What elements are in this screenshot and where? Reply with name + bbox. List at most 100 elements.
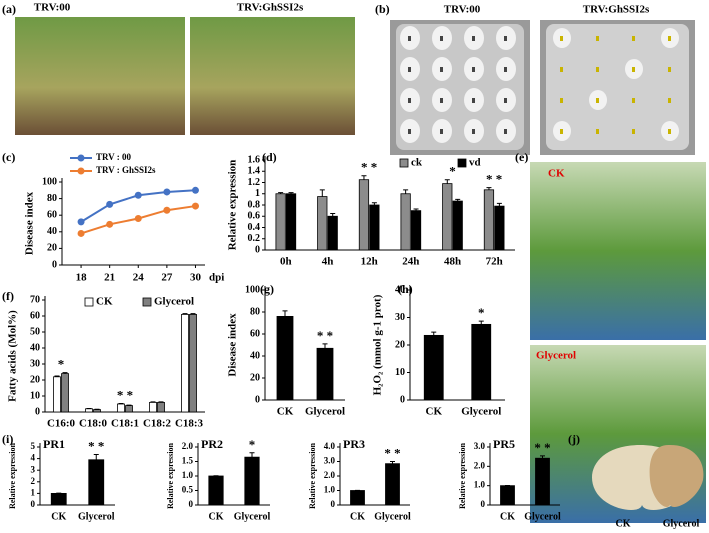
y-tick-label: 2 <box>31 476 36 486</box>
chip <box>560 129 563 134</box>
bar <box>208 475 224 506</box>
photo-label: CK <box>616 518 631 529</box>
chip <box>472 36 475 41</box>
x-axis-label: dpi <box>209 272 224 284</box>
marker <box>77 229 85 237</box>
x-tick-label: 24h <box>402 256 419 268</box>
legend-swatch <box>457 158 467 168</box>
significance: * * <box>88 439 104 454</box>
x-tick-label: Glycerol <box>78 511 115 522</box>
y-tick-label: 0 <box>481 499 486 509</box>
x-tick-label: 4h <box>322 256 334 268</box>
bar <box>117 403 125 413</box>
significance: * * <box>317 328 333 343</box>
significance: * * <box>486 172 502 187</box>
y-tick-label: 0.5 <box>182 485 194 495</box>
chip <box>504 36 507 41</box>
photo-label: TRV:GhSSI2s <box>237 2 304 14</box>
chip <box>668 67 671 72</box>
y-tick-label: 0 <box>52 259 57 270</box>
error-bar <box>361 175 367 180</box>
photo-label: TRV:GhSSI2s <box>583 4 650 16</box>
significance: * <box>449 164 456 179</box>
y-tick-label: 3.0 <box>324 456 336 466</box>
error-bar <box>431 331 437 336</box>
legend-label: TRV : 00 <box>96 152 132 162</box>
y-tick-label: 100 <box>245 284 260 295</box>
y-tick-label: 40 <box>250 350 260 361</box>
y-tick-label: 40 <box>395 284 405 295</box>
x-tick-label: 18 <box>76 272 88 284</box>
significance: * * <box>117 388 133 403</box>
x-tick-label: CK <box>277 406 294 418</box>
legend-label: vd <box>469 157 481 169</box>
y-axis-label: Relative expression <box>227 160 239 251</box>
legend-label: TRV : GhSSI2s <box>96 165 156 175</box>
photo-label: TRV:00 <box>444 4 481 16</box>
chip <box>668 36 671 41</box>
chip <box>440 129 443 134</box>
chip <box>440 67 443 72</box>
bar <box>442 183 453 251</box>
legend-label: ck <box>411 157 423 169</box>
photo <box>530 162 706 340</box>
bar <box>494 205 505 251</box>
chip <box>560 67 563 72</box>
error-bar <box>371 202 377 205</box>
panel-label: (a) <box>2 2 16 16</box>
x-tick-label: 24 <box>133 272 145 284</box>
x-tick-label: Glycerol <box>461 406 501 418</box>
y-tick-label: 0.4 <box>248 222 261 233</box>
chip <box>596 98 599 103</box>
x-tick-label: 12h <box>361 256 378 268</box>
y-tick-label: 10 <box>30 390 40 401</box>
photo-label: Glycerol <box>536 350 576 362</box>
bar <box>369 204 380 251</box>
bar <box>244 456 260 506</box>
legend-marker <box>77 167 85 175</box>
chip <box>440 98 443 103</box>
y-tick-label: 30 <box>395 312 405 323</box>
chip <box>560 98 563 103</box>
error-bar <box>496 202 502 207</box>
y-tick-label: 3 <box>31 464 36 474</box>
y-tick-label: 30 <box>30 358 40 369</box>
photo-label: Glycerol <box>663 518 700 529</box>
bar <box>276 315 294 401</box>
y-tick-label: 2.0 <box>474 460 486 470</box>
panel-label: (b) <box>375 2 390 16</box>
error-bar <box>444 179 450 184</box>
bar <box>181 313 189 413</box>
x-tick-label: 72h <box>486 256 503 268</box>
x-tick-label: 30 <box>190 272 202 284</box>
x-tick-label: C18:2 <box>143 418 172 430</box>
x-tick-label: C18:1 <box>111 418 139 430</box>
legend-label: CK <box>96 296 113 308</box>
bar <box>400 193 411 251</box>
error-bar <box>330 212 336 217</box>
panel-label: (g) <box>260 282 274 296</box>
y-tick-label: 1.0 <box>474 480 486 490</box>
y-tick-label: 100 <box>42 176 57 187</box>
x-tick-label: Glycerol <box>524 511 561 522</box>
y-tick-label: 0.8 <box>248 199 261 210</box>
y-tick-label: 10 <box>395 367 405 378</box>
x-tick-label: Glycerol <box>305 406 345 418</box>
chip <box>632 129 635 134</box>
y-axis-label: Fatty acids (Mol%) <box>7 310 19 402</box>
y-tick-label: 80 <box>250 306 260 317</box>
chip <box>472 98 475 103</box>
error-bar <box>182 313 188 315</box>
significance: * <box>249 437 256 452</box>
bar <box>53 376 61 413</box>
significance: * <box>58 357 65 372</box>
y-tick-label: 2.0 <box>182 441 194 451</box>
y-tick-label: 80 <box>47 193 57 204</box>
chart-title: PR3 <box>343 437 365 451</box>
bar <box>285 193 297 251</box>
x-tick-label: CK <box>209 511 224 522</box>
chip <box>504 129 507 134</box>
error-bar <box>486 187 492 190</box>
chip <box>440 36 443 41</box>
